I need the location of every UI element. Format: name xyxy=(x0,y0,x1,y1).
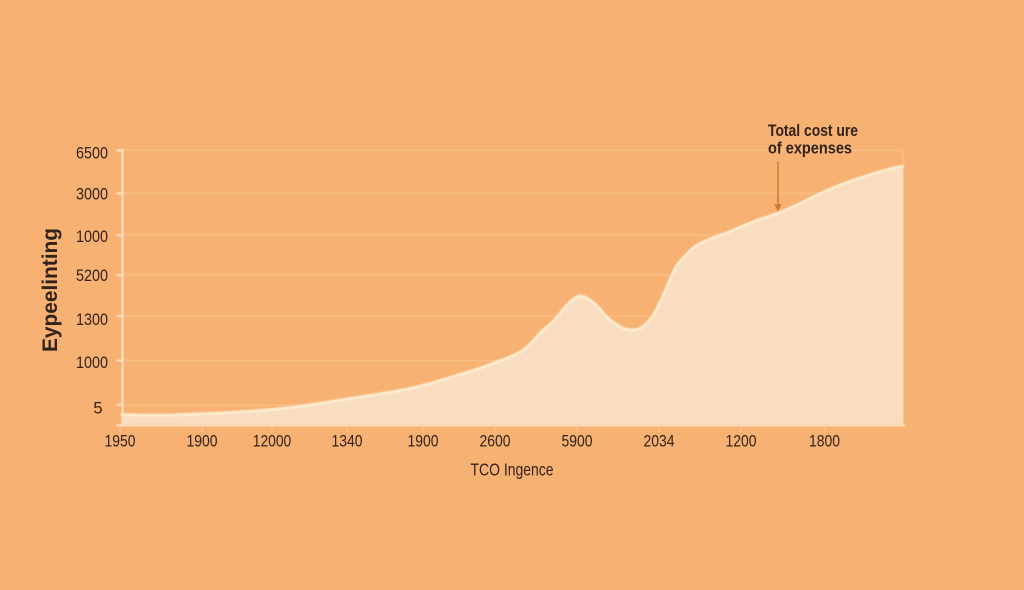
svg-text:of expenses: of expenses xyxy=(768,139,852,158)
svg-text:3000: 3000 xyxy=(76,186,108,204)
svg-text:1900: 1900 xyxy=(187,433,218,451)
svg-text:TCO Ingence: TCO Ingence xyxy=(471,459,554,479)
svg-text:1000: 1000 xyxy=(76,228,108,246)
svg-text:1340: 1340 xyxy=(332,433,363,451)
svg-text:2600: 2600 xyxy=(480,433,511,451)
svg-text:5200: 5200 xyxy=(76,267,108,285)
svg-text:Eypeelinting: Eypeelinting xyxy=(38,228,62,352)
svg-text:5: 5 xyxy=(93,400,102,418)
svg-text:1900: 1900 xyxy=(408,433,439,451)
svg-text:12000: 12000 xyxy=(253,433,292,451)
svg-text:5900: 5900 xyxy=(562,433,593,451)
svg-text:1000: 1000 xyxy=(76,354,108,372)
svg-text:1300: 1300 xyxy=(76,311,108,329)
svg-text:Total cost ure: Total cost ure xyxy=(768,121,858,140)
svg-text:1200: 1200 xyxy=(726,433,757,451)
svg-text:2034: 2034 xyxy=(644,433,675,451)
svg-text:1800: 1800 xyxy=(809,433,840,451)
svg-text:1950: 1950 xyxy=(105,433,136,451)
svg-text:6500: 6500 xyxy=(76,145,108,163)
